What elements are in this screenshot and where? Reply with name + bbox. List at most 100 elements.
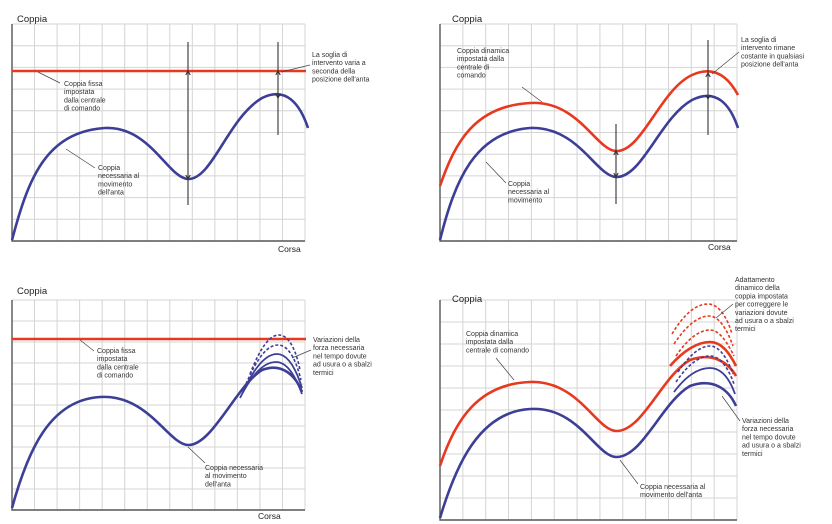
axes — [11, 300, 305, 511]
set-torque-label-line: impostata — [64, 89, 94, 96]
x-axis-label: Corsa — [258, 511, 281, 521]
panel-fixed-torque: Coppia Corsa Coppia fissa impostata dalla ce… — [10, 14, 369, 254]
leader-line — [37, 71, 61, 84]
set-torque-label: Coppia dinamica impostata dalla centrale d… — [457, 48, 509, 80]
side-note-line: posizione dell'anta — [741, 62, 798, 69]
side-note-line: La soglia di — [741, 37, 777, 44]
side-note-line: nel tempo dovute — [313, 353, 367, 360]
set-torque-label: Coppia fissa impostata dalla centrale di co… — [97, 348, 139, 380]
leader-line — [187, 446, 206, 464]
set-torque-label-line: di comando — [64, 106, 100, 113]
set-torque-label-line: dalla centrale — [97, 364, 139, 371]
set-torque-label-line: Coppia dinamica — [457, 48, 509, 55]
required-torque-label-line: movimento dell'anta — [640, 492, 702, 499]
required-torque-label: Coppia necessaria al movimento dell'anta — [640, 484, 706, 499]
variation-curve — [673, 367, 736, 395]
adaptive-note-line: coppia impostata — [735, 293, 788, 300]
grid — [12, 299, 306, 510]
side-note-line: intervento varia a — [312, 60, 366, 67]
leader-line — [79, 339, 95, 352]
panel-dynamic-torque-wear: Coppia Coppia dinamica impostata dalla cent… — [438, 277, 801, 521]
variation-curve-dashed — [245, 344, 302, 385]
leader-line — [619, 459, 639, 485]
set-torque-label-line: comando — [457, 73, 486, 80]
side-note-line: seconda della — [312, 68, 355, 75]
arrow-head — [705, 71, 711, 78]
required-torque-label-line: movimento — [508, 197, 542, 204]
axis-title: Coppia — [17, 286, 48, 297]
required-torque-curve — [438, 94, 740, 241]
side-note: La soglia di intervento rimane costante in… — [741, 37, 804, 69]
axis-title: Coppia — [452, 294, 483, 305]
side-note-line: intervento rimane — [741, 45, 795, 52]
variation-curve-dashed — [677, 345, 734, 375]
grid — [440, 23, 738, 241]
side-note-line: nel tempo dovute — [742, 434, 796, 441]
adaptive-note-line: termici — [735, 326, 756, 333]
adaptive-note-line: per correggere le — [735, 302, 788, 309]
leader-line — [495, 357, 515, 381]
set-torque-label: Coppia dinamica impostata dalla centrale d… — [466, 331, 529, 354]
adaptive-set-curve — [673, 315, 734, 347]
set-torque-label-line: Coppia dinamica — [466, 331, 518, 338]
set-torque-label-line: impostata — [97, 356, 127, 363]
set-torque-label-line: di comando — [97, 373, 133, 380]
variation-curve-dashed — [675, 355, 735, 385]
adaptive-note-line: Adattamento — [735, 277, 775, 284]
x-axis-label: Corsa — [708, 242, 731, 252]
variation-curve — [239, 361, 303, 399]
required-torque-label: Coppia necessaria al movimento — [508, 181, 550, 204]
side-note-line: termici — [742, 451, 763, 458]
panel-fixed-torque-wear: Coppia Corsa Coppia fissa impostata dalla ce… — [10, 286, 372, 521]
arrow-head — [705, 94, 711, 101]
required-torque-curve — [10, 366, 304, 509]
grid — [12, 23, 306, 241]
variation-curve — [242, 353, 303, 393]
set-torque-label-line: impostata dalla — [457, 56, 504, 63]
adaptive-note-line: ad usura o a sbalzi — [735, 318, 794, 325]
arrow-head — [613, 149, 619, 156]
required-torque-label-line: Coppia necessaria — [205, 465, 263, 472]
side-note-line: La soglia di — [312, 52, 348, 59]
required-torque-label-line: necessaria al — [508, 189, 550, 196]
x-axis-label: Corsa — [278, 244, 301, 254]
axis-title: Coppia — [17, 14, 48, 25]
side-note-line: termici — [313, 370, 334, 377]
axis-title: Coppia — [452, 14, 483, 25]
axes — [439, 300, 737, 521]
required-torque-label-line: dell'anta — [98, 190, 124, 197]
set-torque-label-line: dalla centrale — [64, 97, 106, 104]
adaptive-set-curve — [669, 340, 738, 367]
arrow-head — [185, 174, 191, 181]
set-torque-label: Coppia fissa impostata dalla centrale di co… — [64, 81, 106, 113]
set-torque-label-line: Coppia fissa — [64, 81, 103, 88]
leader-line — [291, 349, 312, 359]
required-torque-label-line: Coppia — [98, 165, 120, 172]
side-note-line: Variazioni della — [742, 418, 789, 425]
side-note: Variazioni della forza necessaria nel temp… — [313, 337, 372, 377]
axes — [11, 24, 305, 242]
adaptive-set-curve — [671, 303, 733, 335]
arrow-head — [275, 69, 281, 76]
adaptive-note-line: variazioni dovute — [735, 310, 788, 317]
side-note-line: forza necessaria — [742, 426, 793, 433]
arrow-head — [275, 93, 281, 100]
required-torque-label-line: dell'anta — [205, 481, 231, 488]
set-torque-label-line: centrale di — [457, 64, 490, 71]
leader-line — [711, 51, 740, 75]
leader-line — [65, 148, 96, 169]
required-torque-label: Coppia necessaria al movimento dell'anta — [205, 465, 263, 488]
side-note: Variazioni della forza necessaria nel temp… — [742, 418, 801, 458]
required-torque-label-line: movimento — [98, 181, 132, 188]
side-note: La soglia di intervento varia a seconda de… — [312, 52, 369, 84]
arrow-head — [613, 172, 619, 179]
variation-curve-dashed — [249, 334, 301, 375]
set-torque-label-line: Coppia fissa — [97, 348, 136, 355]
set-torque-label-line: impostata dalla — [466, 339, 513, 346]
side-note-line: ad usura o a sbalzi — [313, 362, 372, 369]
required-torque-label-line: Coppia — [508, 181, 530, 188]
leader-line — [521, 86, 543, 103]
required-torque-curve — [438, 381, 738, 519]
side-note-line: costante in qualsiasi — [741, 53, 804, 60]
